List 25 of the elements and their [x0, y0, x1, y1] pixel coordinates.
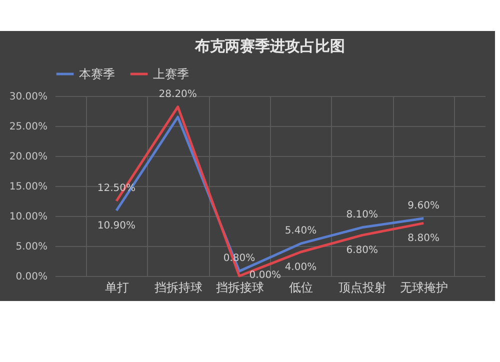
- legend-label: 上赛季: [153, 67, 189, 81]
- data-label: 9.60%: [408, 200, 440, 212]
- data-label: 28.20%: [158, 88, 197, 100]
- x-tick-label: 挡拆持球: [154, 280, 202, 294]
- x-tick-label: 挡拆接球: [216, 280, 264, 294]
- data-label: 4.00%: [284, 262, 317, 273]
- x-tick-label: 顶点投射: [338, 280, 387, 294]
- data-label: 5.40%: [284, 226, 317, 237]
- y-tick-label: 25.00%: [9, 122, 48, 132]
- data-label: 0.00%: [249, 270, 282, 281]
- data-label: 6.80%: [346, 245, 378, 256]
- y-tick-label: 20.00%: [9, 152, 48, 162]
- y-tick-label: 15.00%: [9, 182, 48, 192]
- y-tick-label: 10.00%: [9, 212, 48, 222]
- x-tick-label: 单打: [104, 280, 129, 294]
- chart-title: 布克两赛季进攻占比图: [194, 37, 345, 55]
- legend-label: 本赛季: [79, 67, 115, 81]
- data-label: 10.90%: [97, 220, 136, 232]
- x-tick-label: 无球掩护: [400, 280, 448, 294]
- y-tick-label: 0.00%: [16, 272, 48, 282]
- y-tick-label: 30.00%: [9, 92, 48, 102]
- data-label: 8.80%: [408, 233, 440, 244]
- x-tick-label: 低位: [289, 280, 314, 294]
- y-tick-label: 5.00%: [16, 242, 48, 252]
- data-label: 8.10%: [346, 209, 378, 220]
